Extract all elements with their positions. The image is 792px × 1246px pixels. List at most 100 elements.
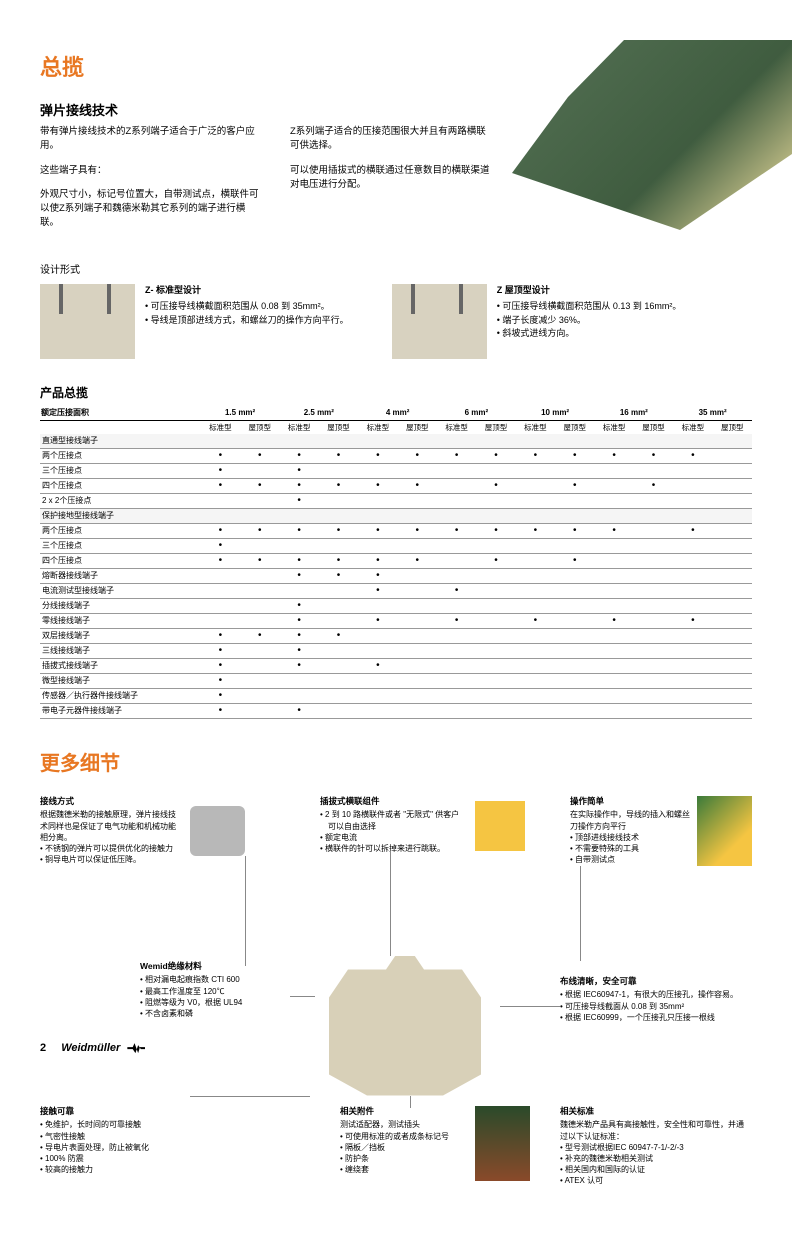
row-label: 四个压接点 (40, 553, 201, 568)
table-cell (279, 643, 318, 658)
table-title: 产品总揽 (40, 384, 752, 401)
table-cell (476, 703, 515, 718)
table-row: 四个压接点 (40, 478, 752, 493)
intro-text: 外观尺寸小，标记号位置大，自带测试点，横联件可以使Z系列端子和魏德米勒其它系列的… (40, 188, 260, 231)
table-cell (240, 538, 279, 553)
table-cell (201, 583, 240, 598)
table-row: 三线接线端子 (40, 643, 752, 658)
table-cell (398, 673, 437, 688)
table-cell (476, 553, 515, 568)
table-cell (319, 688, 358, 703)
table-cell (437, 613, 476, 628)
table-row: 传感器／执行器件接线端子 (40, 688, 752, 703)
table-cell (634, 658, 673, 673)
table-cell (555, 643, 594, 658)
table-cell (398, 703, 437, 718)
table-cell (201, 643, 240, 658)
table-cell (476, 613, 515, 628)
accessory-icon (475, 1106, 530, 1181)
table-cell (398, 613, 437, 628)
table-cell (673, 703, 712, 718)
table-cell (516, 553, 555, 568)
table-cell (437, 493, 476, 508)
table-cell (319, 703, 358, 718)
table-cell (516, 613, 555, 628)
size-header: 1.5 mm² (201, 405, 280, 421)
callout-crosslink: 插拔式横联组件 2 到 10 路横联件或者 "无限式" 供客户可以自由选择额定电… (320, 796, 465, 855)
table-cell (634, 538, 673, 553)
table-cell (201, 538, 240, 553)
table-cell (476, 688, 515, 703)
table-cell (398, 523, 437, 538)
table-cell (319, 568, 358, 583)
table-cell (358, 658, 397, 673)
table-cell (555, 463, 594, 478)
table-cell (358, 538, 397, 553)
table-cell (634, 688, 673, 703)
design-image-standard (40, 284, 135, 359)
table-cell (279, 598, 318, 613)
table-cell (713, 523, 752, 538)
table-cell (240, 493, 279, 508)
table-cell (594, 448, 633, 463)
table-cell (201, 703, 240, 718)
table-cell (319, 523, 358, 538)
table-cell (713, 463, 752, 478)
table-cell (319, 538, 358, 553)
table-cell (673, 538, 712, 553)
list-item: 相对漏电起痕指数 CTI 600 (140, 974, 290, 985)
list-item: 导电片表面处理，防止被氧化 (40, 1142, 190, 1153)
page-footer: 2 Weidmüller (40, 1042, 145, 1054)
table-cell (594, 493, 633, 508)
list-item: 不含卤素和磷 (140, 1008, 290, 1019)
table-cell (358, 643, 397, 658)
table-cell (673, 658, 712, 673)
table-cell (516, 628, 555, 643)
list-item: 缠绕套 (340, 1164, 470, 1175)
table-row: 三个压接点 (40, 463, 752, 478)
table-cell (476, 673, 515, 688)
leader-line (290, 996, 315, 997)
table-cell (594, 643, 633, 658)
list-item: 较高的接触力 (40, 1164, 190, 1175)
table-cell (594, 583, 633, 598)
table-cell (279, 478, 318, 493)
table-cell (673, 598, 712, 613)
table-cell (358, 478, 397, 493)
table-cell (476, 598, 515, 613)
list-item: 可压接导线横截面积范围从 0.13 到 16mm²。 (497, 300, 682, 314)
list-item: 气密性接触 (40, 1131, 190, 1142)
subcol-header: 屋顶型 (240, 420, 279, 434)
table-cell (555, 658, 594, 673)
subcol-header: 标准型 (673, 420, 712, 434)
table-cell (201, 628, 240, 643)
table-cell (634, 523, 673, 538)
table-cell (201, 688, 240, 703)
table-cell (279, 448, 318, 463)
table-row: 分线接线端子 (40, 598, 752, 613)
list-item: 免维护，长时间的可靠接触 (40, 1119, 190, 1130)
table-cell (201, 598, 240, 613)
table-cell (476, 658, 515, 673)
table-row: 带电子元器件接线端子 (40, 703, 752, 718)
terminal-green-icon (697, 796, 752, 866)
table-cell (240, 583, 279, 598)
row-label: 双层接线端子 (40, 628, 201, 643)
table-cell (240, 613, 279, 628)
table-cell (279, 703, 318, 718)
list-item: 铜导电片可以保证低压降。 (40, 854, 180, 865)
subcol-header: 标准型 (594, 420, 633, 434)
table-cell (634, 673, 673, 688)
table-cell (437, 538, 476, 553)
table-cell (240, 523, 279, 538)
table-cell (634, 493, 673, 508)
table-cell (555, 493, 594, 508)
table-cell (398, 643, 437, 658)
table-cell (555, 448, 594, 463)
table-cell (713, 568, 752, 583)
table-cell (398, 583, 437, 598)
row-label: 四个压接点 (40, 478, 201, 493)
callout-standards: 相关标准 魏德米勒产品具有高接触性，安全性和可靠性，并通过以下认证标准： 型号测… (560, 1106, 750, 1187)
table-cell (634, 583, 673, 598)
list-item: 型号测试根据IEC 60947-7-1/-2/-3 (560, 1142, 750, 1153)
